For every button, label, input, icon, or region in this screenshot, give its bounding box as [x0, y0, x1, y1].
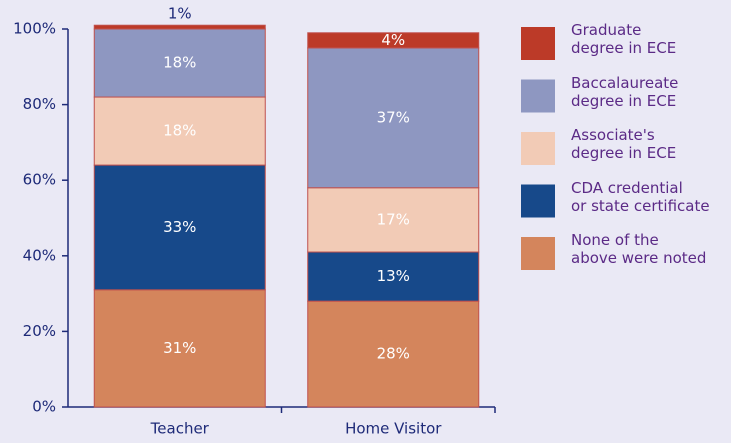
- legend-label: Baccalaureate degree in ECE: [571, 73, 679, 110]
- y-tick-label: 100%: [13, 20, 56, 38]
- bar-segment: [307, 251, 480, 302]
- legend-item: Graduate degree in ECE: [571, 21, 677, 57]
- bar-segment: [307, 47, 480, 189]
- legend-swatch: [521, 27, 555, 60]
- y-tick-label: 40%: [23, 246, 56, 264]
- bar-segment: [307, 300, 480, 408]
- legend-swatch: [521, 184, 555, 218]
- legend-swatch: [521, 237, 555, 270]
- legend-item: CDA credential or state certificate: [571, 178, 710, 215]
- bar-segment: [93, 28, 266, 98]
- legend-item: Associate's degree in ECE: [571, 126, 677, 162]
- value-label: 18%: [163, 122, 196, 140]
- legend-item: Baccalaureate degree in ECE: [571, 73, 679, 110]
- y-tick-label: 0%: [32, 398, 56, 416]
- legend-swatch: [521, 79, 555, 113]
- bar-segment: [93, 24, 266, 30]
- value-label: 37%: [377, 108, 410, 126]
- y-tick-label: 60%: [23, 171, 56, 189]
- legend-swatch: [521, 132, 555, 165]
- value-label: 17%: [377, 210, 410, 228]
- y-tick-label: 80%: [23, 95, 56, 113]
- bar-segment: [307, 187, 480, 253]
- value-label: 13%: [377, 267, 410, 285]
- value-label: 1%: [168, 5, 192, 23]
- value-label: 31%: [163, 339, 196, 357]
- bar-segment: [93, 164, 266, 291]
- y-tick-label: 20%: [23, 322, 56, 340]
- value-label: 28%: [377, 345, 410, 363]
- value-label: 4%: [381, 31, 405, 49]
- x-tick-label: Home Visitor: [345, 420, 442, 438]
- bar-segment: [307, 32, 480, 49]
- x-tick-label: Teacher: [150, 420, 210, 438]
- value-label: 33%: [163, 218, 196, 236]
- value-label: 18%: [163, 54, 196, 72]
- legend-label: Associate's degree in ECE: [571, 126, 677, 162]
- legend-label: Graduate degree in ECE: [571, 21, 677, 57]
- legend-item: None of the above were noted: [571, 231, 707, 267]
- legend-label: CDA credential or state certificate: [571, 178, 710, 215]
- bar-segment: [93, 96, 266, 166]
- legend-label: None of the above were noted: [571, 231, 707, 267]
